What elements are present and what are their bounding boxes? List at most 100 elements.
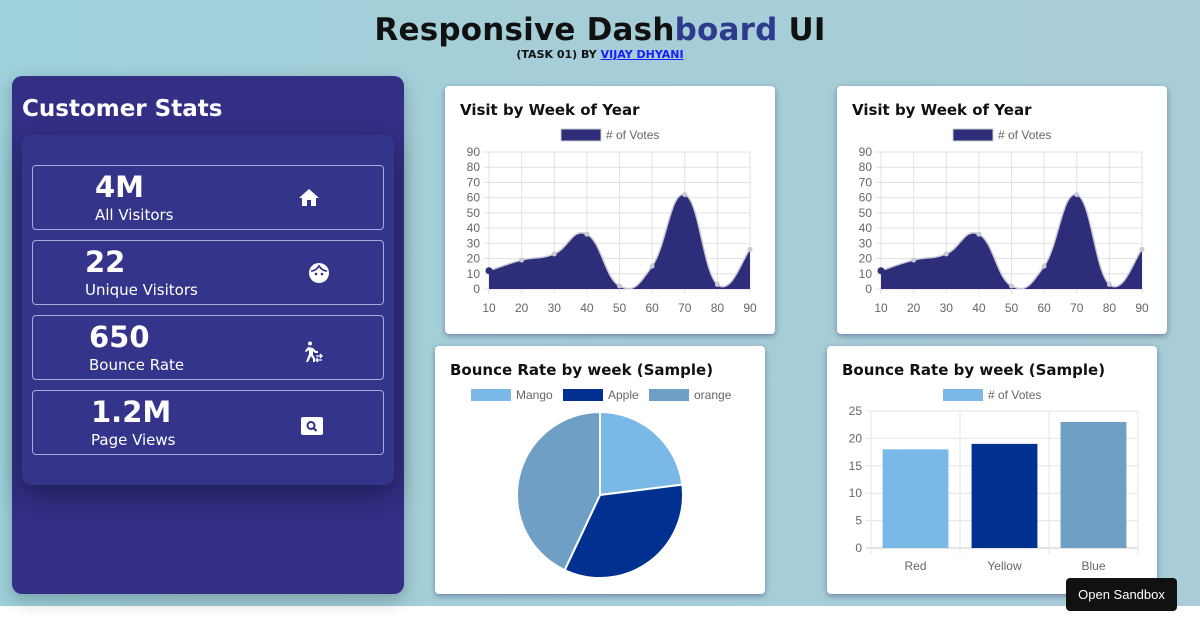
legend-swatch: [471, 389, 511, 401]
stat-value: 1.2M: [91, 395, 172, 429]
data-point: [1041, 263, 1047, 269]
x-tick-label: 40: [580, 301, 594, 315]
pie-slice: [516, 410, 601, 572]
stat-label: Bounce Rate: [89, 356, 185, 374]
stat-value: 650: [89, 320, 150, 354]
series-line: [488, 193, 751, 290]
title-accent: board: [674, 12, 778, 48]
stat-card-all-visitors[interactable]: 4M All Visitors: [32, 165, 384, 230]
data-point: [976, 231, 982, 237]
x-tick-label: Blue: [1081, 559, 1105, 573]
y-tick-label: 30: [467, 236, 481, 250]
chart-title: Bounce Rate by week (Sample): [450, 361, 714, 379]
legend-label: # of Votes: [998, 128, 1051, 142]
series-area: [881, 194, 1142, 289]
stat-label: Page Views: [91, 431, 176, 449]
stat-card-page-views[interactable]: 1.2M Page Views: [32, 390, 384, 455]
y-tick-label: 90: [859, 145, 873, 159]
y-tick-label: 10: [859, 267, 873, 281]
data-point: [747, 246, 753, 252]
bar: [971, 443, 1038, 548]
data-point: [1139, 246, 1145, 252]
x-tick-label: 80: [1103, 301, 1117, 315]
series-line: [880, 193, 1143, 290]
data-point: [877, 267, 885, 275]
data-point: [1074, 192, 1080, 198]
x-tick-label: 90: [743, 301, 757, 315]
x-tick-label: 30: [940, 301, 954, 315]
x-tick-label: 50: [1005, 301, 1019, 315]
y-tick-label: 50: [467, 206, 481, 220]
page-title: Responsive Dashboard UI: [374, 12, 826, 48]
x-tick-label: 60: [1037, 301, 1051, 315]
data-point: [911, 257, 917, 263]
x-tick-label: 20: [907, 301, 921, 315]
x-tick-label: 20: [515, 301, 529, 315]
stats-panel: 4M All Visitors 22 Unique Visitors 650 B…: [22, 135, 394, 485]
bar: [1060, 421, 1127, 548]
open-sandbox-button[interactable]: Open Sandbox: [1066, 578, 1177, 611]
y-tick-label: 10: [467, 267, 481, 281]
face-icon: [309, 263, 329, 283]
y-tick-label: 0: [865, 282, 872, 296]
data-point: [519, 257, 525, 263]
sidebar-title: Customer Stats: [22, 96, 223, 122]
x-tick-label: Yellow: [987, 559, 1022, 573]
y-tick-label: 40: [467, 221, 481, 235]
x-tick-label: 30: [548, 301, 562, 315]
stat-card-bounce-rate[interactable]: 650 Bounce Rate: [32, 315, 384, 380]
stat-label: All Visitors: [95, 206, 174, 224]
customer-stats-sidebar: Customer Stats 4M All Visitors 22 Unique…: [12, 76, 404, 594]
stat-value: 4M: [95, 170, 145, 204]
bounce-bar-chart: # of Votes 0 5 10 15 20 25 Red Yellow Blue: [849, 388, 1139, 573]
x-tick-label: 10: [482, 301, 496, 315]
y-tick-label: 70: [859, 175, 873, 189]
stat-card-unique-visitors[interactable]: 22 Unique Visitors: [32, 240, 384, 305]
author-link[interactable]: VIJAY DHYANI: [600, 48, 684, 61]
x-tick-label: 80: [711, 301, 725, 315]
chart-title: Visit by Week of Year: [852, 101, 1032, 119]
legend-swatch: [952, 128, 994, 142]
x-tick-label: 10: [874, 301, 888, 315]
legend-label: orange: [694, 388, 732, 402]
bounce-bar-card: Bounce Rate by week (Sample) # of Votes 0…: [827, 346, 1157, 594]
x-tick-label: 60: [645, 301, 659, 315]
pie-slice: [599, 410, 684, 497]
x-tick-label: 90: [1135, 301, 1149, 315]
legend-label: Mango: [516, 388, 553, 402]
y-tick-label: 25: [849, 404, 863, 418]
bar: [882, 449, 949, 548]
y-tick-label: 60: [467, 191, 481, 205]
x-tick-label: 40: [972, 301, 986, 315]
x-tick-label: 70: [1070, 301, 1084, 315]
y-tick-label: 20: [467, 252, 481, 266]
home-icon: [299, 189, 319, 206]
legend-swatch: [943, 389, 983, 401]
y-tick-label: 90: [467, 145, 481, 159]
bounce-pie-chart: Mango Apple orange: [471, 388, 732, 579]
bounce-pie-card: Bounce Rate by week (Sample) Mango Apple o…: [435, 346, 765, 594]
data-point: [584, 231, 590, 237]
x-tick-label: Red: [904, 559, 926, 573]
legend-swatch: [560, 128, 602, 142]
series-area: [489, 194, 750, 289]
stat-value: 22: [85, 245, 126, 279]
page-header: Responsive Dashboard UI (TASK 01) BY VIJ…: [0, 12, 1200, 61]
y-tick-label: 80: [467, 160, 481, 174]
x-tick-label: 70: [678, 301, 692, 315]
visits-chart-card-1: Visit by Week of Year # of Votes 0 10 20 30 4…: [445, 86, 775, 334]
y-tick-label: 5: [855, 514, 862, 528]
data-point: [485, 267, 493, 275]
data-point: [943, 251, 949, 257]
chart-title: Bounce Rate by week (Sample): [842, 361, 1106, 379]
stat-label: Unique Visitors: [85, 281, 198, 299]
chart-title: Visit by Week of Year: [460, 101, 640, 119]
y-tick-label: 60: [859, 191, 873, 205]
y-tick-label: 0: [473, 282, 480, 296]
data-point: [714, 281, 720, 287]
legend-label: Apple: [608, 388, 639, 402]
y-tick-label: 20: [859, 252, 873, 266]
bottom-strip: [0, 606, 1200, 630]
